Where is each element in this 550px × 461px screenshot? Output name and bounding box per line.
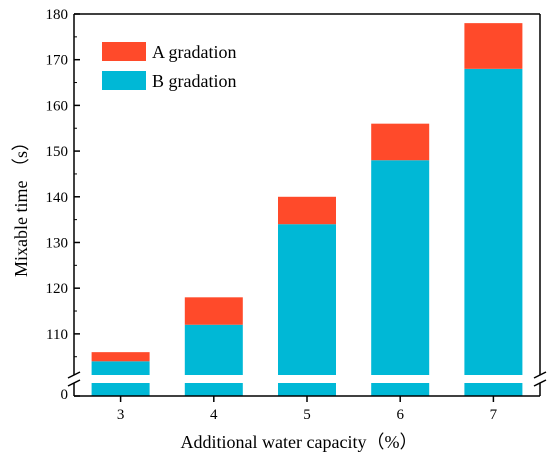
bar-a-gradation-7 [464,23,523,69]
x-tick-label-3: 3 [117,407,125,423]
y-tick-label-170: 170 [46,53,69,69]
bar-b-gradation-6 [371,160,430,396]
y-tick-label-180: 180 [46,7,69,23]
legend-swatch-a-gradation [102,42,146,61]
x-tick-label-5: 5 [303,407,311,423]
axes-group [67,13,547,397]
legend-swatch-b-gradation [102,71,146,90]
axis-break-gap [75,375,540,383]
y-tick-label-0: 0 [61,387,69,403]
bar-a-gradation-6 [371,123,430,161]
y-tick-label-160: 160 [46,98,69,114]
y-tick-label-110: 110 [46,327,68,343]
y-axis-title: Mixable time （s） [11,133,31,277]
bars-group [91,23,523,396]
bar-b-gradation-5 [278,224,336,396]
legend-label-b-gradation: B gradation [152,71,236,91]
break-mark-right-2 [533,379,547,387]
y-tick-label-120: 120 [46,281,69,297]
x-tick-label-7: 7 [490,407,498,423]
bar-a-gradation-5 [278,196,336,225]
x-axis-title: Additional water capacity（%） [181,432,418,452]
x-tick-label-4: 4 [210,407,218,423]
y-tick-label-140: 140 [46,190,69,206]
y-tick-label-150: 150 [46,144,69,160]
y-tick-label-130: 130 [46,235,69,251]
bar-b-gradation-4 [184,324,243,396]
break-mark-right-1 [533,371,547,379]
break-mark-left-2 [67,379,81,387]
x-tick-label-6: 6 [396,407,404,423]
legend-label-a-gradation: A gradation [152,42,236,62]
bar-b-gradation-7 [464,68,523,396]
bar-a-gradation-3 [91,352,150,362]
legend: A gradation B gradation [102,42,236,91]
ticks-group: 110 120 130 140 150 160 170 180 0 3 4 5 6 7 [46,7,498,423]
bar-a-gradation-4 [184,297,243,325]
break-mark-left-1 [67,371,81,379]
